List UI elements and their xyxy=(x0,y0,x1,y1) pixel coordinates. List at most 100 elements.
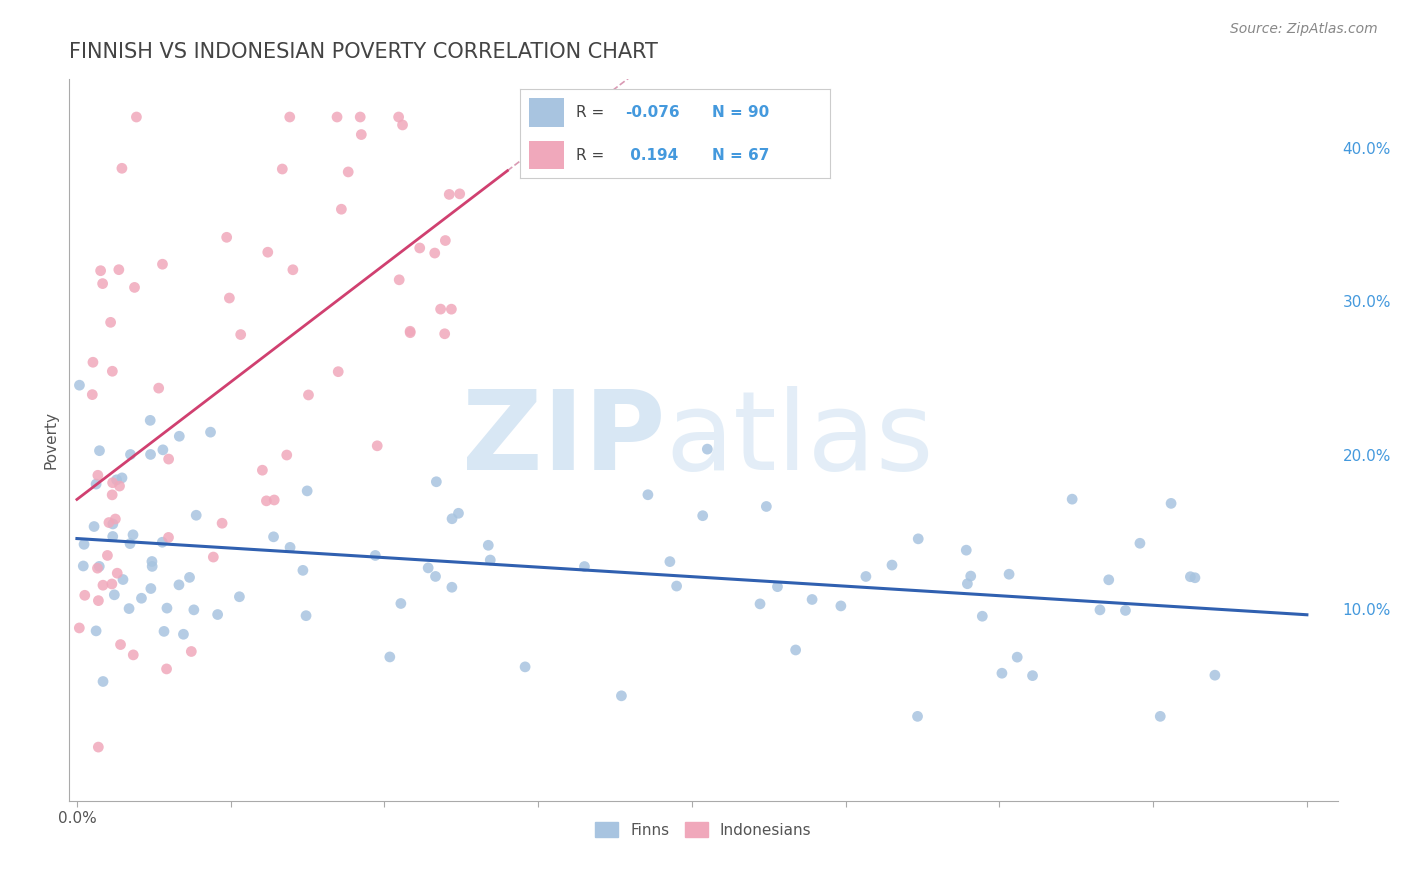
Point xyxy=(101,364,124,378)
Point xyxy=(105,566,128,581)
Point xyxy=(150,535,173,549)
Point xyxy=(254,493,277,508)
Point xyxy=(228,590,250,604)
Point xyxy=(425,475,447,489)
Point xyxy=(101,516,124,531)
Point xyxy=(391,118,413,132)
Point xyxy=(1062,492,1084,507)
Point xyxy=(86,561,108,575)
Point xyxy=(440,302,463,317)
Point xyxy=(218,291,240,305)
Point xyxy=(271,161,294,176)
Point xyxy=(172,627,194,641)
Point xyxy=(120,448,142,462)
Point xyxy=(295,608,318,623)
Point xyxy=(440,580,463,594)
Point xyxy=(139,582,162,596)
Point xyxy=(141,559,163,574)
Point xyxy=(449,186,471,201)
Point xyxy=(139,413,162,427)
Text: -0.076: -0.076 xyxy=(626,105,681,120)
Text: Source: ZipAtlas.com: Source: ZipAtlas.com xyxy=(1230,22,1378,37)
Point xyxy=(157,530,180,544)
Point xyxy=(207,607,229,622)
Point xyxy=(418,561,440,575)
Point xyxy=(433,326,456,341)
Point xyxy=(83,519,105,533)
Point xyxy=(67,621,90,635)
Point xyxy=(441,512,464,526)
FancyBboxPatch shape xyxy=(530,98,564,127)
Point xyxy=(153,624,176,639)
Point xyxy=(122,648,145,662)
Point xyxy=(91,277,114,291)
Point xyxy=(101,475,124,490)
Point xyxy=(89,559,111,574)
Text: FINNISH VS INDONESIAN POVERTY CORRELATION CHART: FINNISH VS INDONESIAN POVERTY CORRELATIO… xyxy=(69,42,658,62)
Point xyxy=(513,660,536,674)
Text: 0.194: 0.194 xyxy=(626,148,679,162)
Point xyxy=(180,644,202,658)
Point xyxy=(801,592,824,607)
Point xyxy=(399,326,422,340)
Point xyxy=(141,554,163,568)
Point xyxy=(959,569,981,583)
Point xyxy=(330,202,353,217)
Point xyxy=(1005,650,1028,665)
Point xyxy=(1088,603,1111,617)
Point xyxy=(82,387,104,401)
Point xyxy=(766,580,789,594)
Point xyxy=(167,578,190,592)
Point xyxy=(350,128,373,142)
Point xyxy=(100,315,122,329)
Point xyxy=(1204,668,1226,682)
Point xyxy=(956,576,979,591)
Point xyxy=(610,689,633,703)
Point xyxy=(425,569,447,583)
Point xyxy=(110,638,132,652)
Point xyxy=(1098,573,1121,587)
Point xyxy=(108,479,131,493)
Point xyxy=(1149,709,1171,723)
Point xyxy=(111,471,134,485)
Point xyxy=(295,483,318,498)
Legend: Finns, Indonesians: Finns, Indonesians xyxy=(589,815,818,844)
Point xyxy=(665,579,688,593)
Point xyxy=(278,541,301,555)
Point xyxy=(263,493,285,508)
Point xyxy=(111,573,134,587)
Point xyxy=(1160,496,1182,510)
Point xyxy=(785,643,807,657)
Point xyxy=(169,429,191,443)
Point xyxy=(84,624,107,638)
Point xyxy=(1021,668,1043,682)
Point xyxy=(364,549,387,563)
Point xyxy=(955,543,977,558)
Point xyxy=(90,263,112,277)
Text: ZIP: ZIP xyxy=(463,386,665,493)
Point xyxy=(111,161,134,176)
Point xyxy=(96,549,118,563)
Point xyxy=(1180,570,1202,584)
Point xyxy=(278,110,301,124)
Point xyxy=(87,740,110,755)
Point xyxy=(429,302,451,317)
Point xyxy=(434,234,457,248)
Point xyxy=(72,559,94,574)
Point xyxy=(156,601,179,615)
Point xyxy=(637,488,659,502)
Point xyxy=(215,230,238,244)
Point xyxy=(477,538,499,552)
Point xyxy=(692,508,714,523)
Point xyxy=(328,365,350,379)
Point xyxy=(252,463,274,477)
FancyBboxPatch shape xyxy=(530,141,564,169)
Point xyxy=(972,609,994,624)
Point xyxy=(118,601,141,615)
Point xyxy=(378,649,401,664)
Point xyxy=(256,245,278,260)
Point xyxy=(104,512,127,526)
Point xyxy=(297,388,319,402)
Point xyxy=(139,447,162,461)
Point xyxy=(696,442,718,456)
